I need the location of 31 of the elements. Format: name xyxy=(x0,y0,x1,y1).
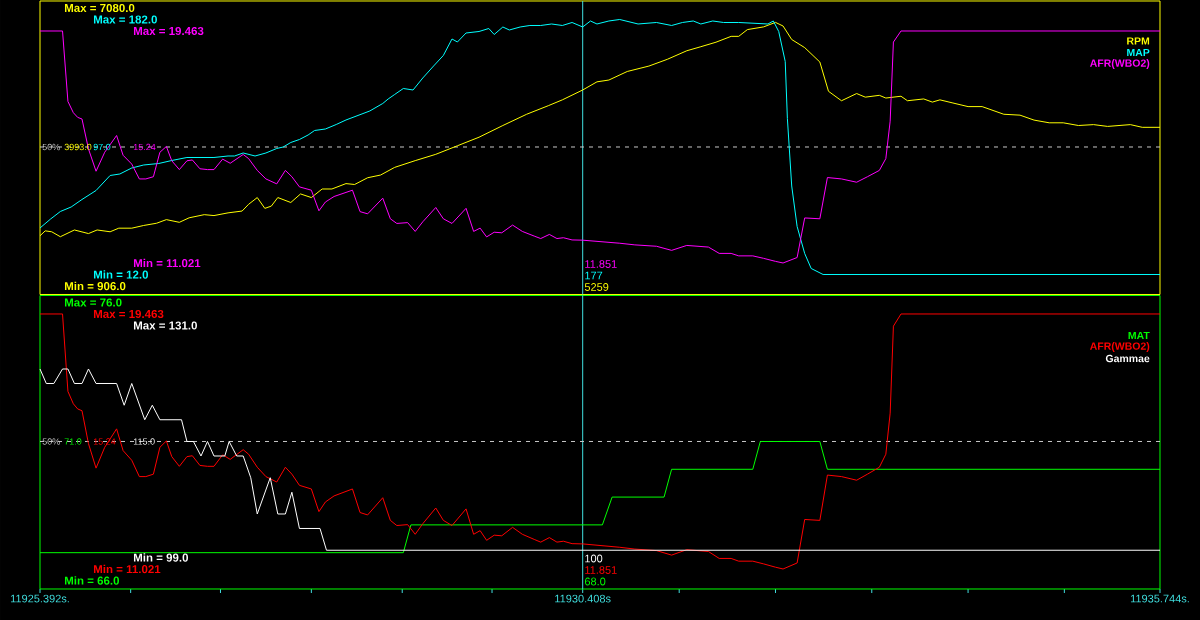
y3-tick-label: 115.0 xyxy=(133,438,155,445)
y2-tick-label: Min = 11.021 xyxy=(93,564,161,574)
text: MAT xyxy=(1128,331,1150,340)
y3-tick-label: Min = 99.0 xyxy=(133,553,189,562)
y2-tick-label: Min = 12.0 xyxy=(93,270,149,279)
y3-tick-label: Max = 131.0 xyxy=(133,321,197,330)
annotation: 5259 xyxy=(584,283,609,291)
text: MAP xyxy=(1127,48,1150,57)
y-tick-label: 71.0 xyxy=(64,438,82,445)
text: RPM xyxy=(1127,37,1150,45)
x-tick-label: 11935.744s. xyxy=(1130,594,1189,603)
text: Gammae xyxy=(1105,354,1150,363)
y-tick-label: Max = 76.0 xyxy=(64,298,122,307)
annotation: 177 xyxy=(585,271,603,280)
y3-tick-label: 15.24 xyxy=(133,143,156,151)
annotation: 68.0 xyxy=(584,577,606,586)
x-tick-label: 11930.408s xyxy=(555,594,611,603)
y2-tick-label: Max = 182.0 xyxy=(93,15,157,24)
y-tick-label: Min = 66.0 xyxy=(64,576,120,585)
annotation: 11.851 xyxy=(585,260,617,268)
y2-tick-label: Max = 19.463 xyxy=(93,309,164,319)
x-tick-label: 11925.392s. xyxy=(10,594,69,603)
annotation: 50% xyxy=(42,143,60,151)
y3-tick-label: Min = 11.021 xyxy=(133,258,201,268)
text: AFR(WBO2) xyxy=(1089,342,1150,352)
y-tick-label: Max = 7080.0 xyxy=(64,3,135,13)
annotation: 100 xyxy=(585,554,603,563)
annotation: 11.851 xyxy=(585,566,617,574)
text: AFR(WBO2) xyxy=(1089,59,1150,69)
y3-tick-label: Max = 19.463 xyxy=(133,26,204,36)
y-tick-label: Min = 906.0 xyxy=(64,281,126,291)
